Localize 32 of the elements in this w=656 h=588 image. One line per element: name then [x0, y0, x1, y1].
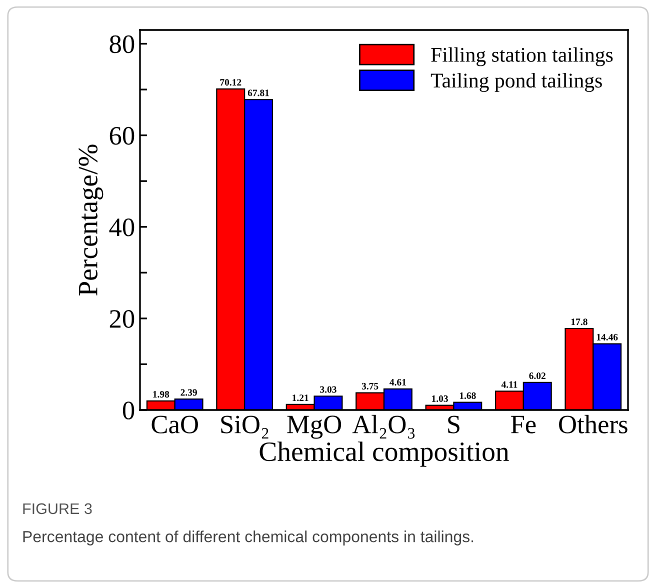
data-label: 1.68	[460, 392, 476, 399]
legend-label: Filling station tailings	[431, 47, 613, 66]
data-label: 3.03	[320, 386, 336, 393]
data-label: 1.21	[292, 394, 308, 402]
data-label: 1.03	[432, 395, 448, 402]
legend-label: Tailing pond tailings	[430, 72, 602, 92]
y-tick-label: 0	[122, 402, 134, 420]
y-tick-label: 60	[110, 126, 134, 145]
data-label: 1.98	[153, 391, 170, 398]
data-label: 14.46	[596, 334, 618, 340]
data-label: 17.8	[571, 318, 588, 326]
x-tick-label: Others	[559, 414, 628, 434]
x-tick-label: S	[448, 416, 460, 434]
x-tick-label: Al₂O₃	[352, 414, 415, 439]
y-tick-label: 40	[109, 218, 134, 236]
caption: FIGURE 3	[23, 503, 92, 514]
y-axis-title: Percentage/%	[78, 144, 104, 296]
data-label: 6.02	[529, 372, 546, 380]
y-tick-label: 20	[110, 310, 134, 328]
data-label: 3.75	[362, 382, 378, 390]
x-axis-title: Chemical composition	[260, 442, 509, 467]
data-label: 70.12	[220, 79, 242, 86]
x-tick-label: Fe	[510, 416, 536, 434]
data-label: 4.61	[390, 378, 406, 386]
x-tick-label: MgO	[287, 416, 342, 439]
text: Percentage content of different chemical components in tailings.	[23, 530, 474, 546]
data-label: 4.11	[501, 381, 518, 388]
x-tick-label: SiO₂	[221, 416, 268, 439]
y-tick-label: 80	[110, 35, 134, 54]
data-label: 67.81	[248, 90, 269, 96]
x-tick-label: CaO	[152, 416, 198, 434]
data-label: 2.39	[180, 389, 197, 396]
